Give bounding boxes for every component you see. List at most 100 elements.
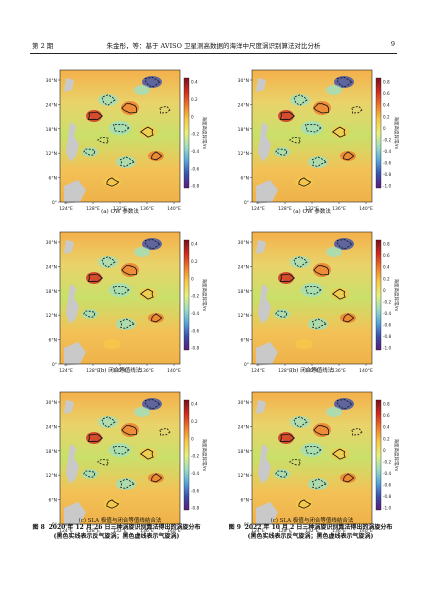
lon-tick-label: 132°E	[113, 206, 127, 212]
lat-tick-label: 18°N	[46, 449, 57, 455]
figure-8-title: 2020 年 12 月 26 日三种涡旋识别算法得出的涡旋分布	[48, 524, 201, 531]
lat-tick-label: 0°	[244, 362, 249, 368]
panel-caption: (b) 闭合等值线法	[98, 368, 142, 374]
panel-caption: (c) SLA 极值与闭合等值线结合法	[78, 518, 162, 524]
lat-tick-label: 24°N	[46, 264, 57, 270]
colorbar-tick-label: -0.2	[191, 294, 200, 299]
lat-tick-label: 18°N	[46, 289, 57, 295]
colorbar-tick-label: 0.4	[383, 425, 390, 430]
lon-tick-label: 128°E	[86, 368, 100, 374]
lon-tick-label: 124°E	[251, 206, 265, 212]
lat-tick-label: 18°N	[238, 127, 249, 133]
colorbar-tick-label: 0.2	[383, 276, 390, 281]
lat-tick-label: 24°N	[238, 264, 249, 270]
lat-tick-label: 18°N	[238, 449, 249, 455]
lon-tick-label: 132°E	[113, 368, 127, 374]
colorbar-tick-label: 0.4	[191, 402, 198, 407]
lon-tick-label: 140°E	[167, 368, 181, 374]
panel-caption: (c) SLA 极值与闭合等值线结合法	[270, 518, 354, 524]
lat-tick-label: 12°N	[238, 151, 249, 157]
colorbar-tick-label: -0.4	[383, 149, 392, 154]
lat-tick-label: 0°	[52, 522, 57, 528]
colorbar-tick-label: 0.4	[191, 80, 198, 85]
colorbar-tick-label: 0	[191, 276, 194, 281]
colorbar-label: 海面高度异常/m	[201, 439, 208, 472]
lat-tick-label: 24°N	[46, 424, 57, 430]
lat-tick-label: 12°N	[46, 473, 57, 479]
colorbar-tick-label: -1.0	[383, 184, 392, 189]
lat-tick-label: 30°N	[46, 78, 57, 84]
colorbar-label: 海面高度异常/m	[393, 117, 400, 150]
colorbar-tick-label: 0.2	[191, 259, 198, 264]
colorbar-tick-label: -0.6	[191, 328, 200, 333]
lon-tick-label: 128°E	[278, 368, 292, 374]
lat-tick-label: 24°N	[238, 102, 249, 108]
lon-tick-label: 140°E	[359, 528, 373, 534]
lat-tick-label: 6°N	[241, 176, 249, 182]
colorbar-tick-label: 0.6	[383, 253, 390, 258]
colorbar-tick-label: 0.6	[383, 91, 390, 96]
lat-tick-label: 6°N	[241, 498, 249, 504]
colorbar-tick-label: -0.2	[191, 132, 200, 137]
colorbar-tick-label: 0	[383, 288, 386, 293]
colorbar-label: 海面高度异常/m	[393, 439, 400, 472]
figure-9-number: 图 9	[228, 524, 241, 531]
colorbar-tick-label: -0.8	[383, 172, 392, 177]
colorbar-tick-label: -0.2	[383, 299, 392, 304]
lat-tick-label: 24°N	[46, 102, 57, 108]
lat-tick-label: 12°N	[46, 151, 57, 157]
lon-tick-label: 136°E	[332, 528, 346, 534]
colorbar	[375, 239, 382, 351]
colorbar-tick-label: 0	[383, 448, 386, 453]
lon-tick-label: 136°E	[140, 528, 154, 534]
lon-tick-label: 124°E	[59, 368, 73, 374]
lon-tick-label: 132°E	[305, 528, 319, 534]
colorbar-label: 海面高度异常/m	[201, 117, 208, 150]
lon-tick-label: 128°E	[86, 206, 100, 212]
lat-tick-label: 6°N	[241, 338, 249, 344]
colorbar-tick-label: 0.8	[383, 80, 390, 85]
lon-tick-label: 136°E	[332, 368, 346, 374]
figure-9-title: 2022 年 10 月 2 日三种涡旋识别算法得出的涡旋分布	[244, 524, 393, 531]
colorbar-tick-label: -0.8	[191, 346, 200, 351]
map-panel-fig8-c: 30°N 24°N 18°N 12°N 6°N 0°124°E 128°E 132°E 136°…	[46, 391, 208, 534]
header-rule	[30, 53, 397, 54]
lon-tick-label: 124°E	[251, 368, 265, 374]
colorbar-tick-label: 0	[191, 114, 194, 119]
colorbar-tick-label: 0.6	[383, 413, 390, 418]
colorbar-tick-label: -0.8	[383, 494, 392, 499]
colorbar-tick-label: -1.0	[383, 506, 392, 511]
lat-tick-label: 6°N	[49, 498, 57, 504]
lat-tick-label: 6°N	[49, 176, 57, 182]
colorbar-tick-label: -0.4	[191, 471, 200, 476]
map-panel-fig9-b: 30°N 24°N 18°N 12°N 6°N 0°124°E 128°E 132°E 136°…	[238, 231, 400, 374]
panel-caption: (b) 闭合等值线法	[290, 368, 334, 374]
map-panel-fig8-a: 30°N 24°N 18°N 12°N 6°N 0°124°E 128°E 132°E 136°…	[46, 69, 208, 212]
lat-tick-label: 12°N	[238, 473, 249, 479]
colorbar-tick-label: 0.4	[383, 103, 390, 108]
figure-9-caption: 图 9 2022 年 10 月 2 日三种涡旋识别算法得出的涡旋分布 (黑色实线…	[218, 524, 403, 541]
colorbar	[375, 399, 382, 511]
colorbar-tick-label: -0.8	[191, 506, 200, 511]
lon-tick-label: 140°E	[167, 206, 181, 212]
colorbar-tick-label: -0.8	[383, 334, 392, 339]
page-number: 9	[390, 40, 395, 48]
colorbar-tick-label: -0.8	[191, 184, 200, 189]
lon-tick-label: 124°E	[59, 206, 73, 212]
panel-caption: (a) OW 参数法	[293, 209, 331, 215]
colorbar	[183, 77, 190, 189]
colorbar-label: 海面高度异常/m	[201, 279, 208, 312]
lat-tick-label: 0°	[52, 200, 57, 206]
lon-tick-label: 136°E	[140, 206, 154, 212]
colorbar-tick-label: -0.2	[191, 454, 200, 459]
lon-tick-label: 140°E	[359, 206, 373, 212]
colorbar-tick-label: -0.4	[383, 311, 392, 316]
lat-tick-label: 0°	[52, 362, 57, 368]
lat-tick-label: 12°N	[46, 313, 57, 319]
lon-tick-label: 132°E	[305, 368, 319, 374]
figure-8-number: 图 8	[32, 524, 45, 531]
colorbar-tick-label: 0.2	[191, 97, 198, 102]
lon-tick-label: 124°E	[251, 528, 265, 534]
colorbar-tick-label: -0.6	[383, 160, 392, 165]
lon-tick-label: 128°E	[86, 528, 100, 534]
